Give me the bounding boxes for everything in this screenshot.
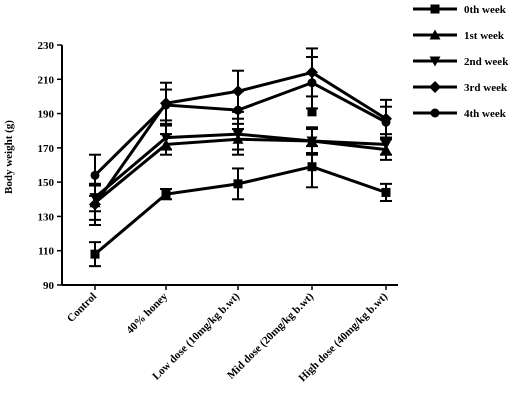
legend-item: 3rd week: [413, 81, 508, 94]
data-point: [160, 133, 172, 144]
data-point: [381, 117, 391, 127]
legend-label: 2nd week: [464, 56, 509, 68]
y-tick-label: 110: [38, 246, 54, 258]
x-tick-label: Control: [65, 291, 99, 325]
legend-label: 1st week: [464, 30, 505, 42]
y-tick-label: 170: [38, 143, 55, 155]
data-point: [232, 129, 244, 140]
data-point: [90, 170, 100, 180]
y-tick-label: 190: [38, 109, 55, 121]
legend-marker: [429, 56, 441, 67]
data-point: [161, 189, 171, 199]
legend-marker: [429, 29, 441, 40]
y-tick-label: 150: [38, 177, 55, 189]
legend-item: 4th week: [413, 108, 507, 120]
data-point: [161, 100, 171, 110]
data-point: [90, 249, 100, 259]
legend-marker: [430, 108, 440, 118]
data-point: [381, 187, 391, 197]
legend-item: 1st week: [413, 29, 505, 42]
x-tick-label: 40% honey: [124, 290, 170, 336]
data-point: [380, 139, 392, 150]
legend: 0th week 1st week 2nd week 3rd week 4th week: [413, 4, 509, 120]
data-point: [306, 136, 318, 147]
series-4th-week: [89, 56, 392, 197]
y-axis-title: Body weight (g): [3, 120, 15, 194]
series-2nd-week: [89, 117, 392, 213]
legend-marker: [430, 4, 440, 14]
data-point: [233, 105, 243, 115]
y-tick-label: 210: [38, 74, 55, 86]
series-0th-week: [89, 145, 392, 268]
series-layer: [89, 47, 392, 268]
legend-item: 2nd week: [413, 56, 509, 68]
data-point: [89, 198, 101, 211]
x-tick-label: Mid dose (20mg/kg b.wt): [225, 290, 316, 381]
y-tick-label: 130: [38, 211, 55, 223]
data-point: [307, 162, 317, 172]
y-tick-label: 230: [38, 40, 55, 52]
legend-label: 4th week: [464, 108, 507, 120]
data-point: [307, 78, 317, 88]
legend-label: 3rd week: [464, 82, 508, 94]
legend-label: 0th week: [464, 4, 507, 16]
legend-marker: [429, 81, 441, 93]
legend-item: 0th week: [413, 4, 507, 16]
annotation-marker: [307, 107, 317, 117]
y-tick-label: 90: [43, 280, 55, 292]
data-point: [233, 179, 243, 189]
